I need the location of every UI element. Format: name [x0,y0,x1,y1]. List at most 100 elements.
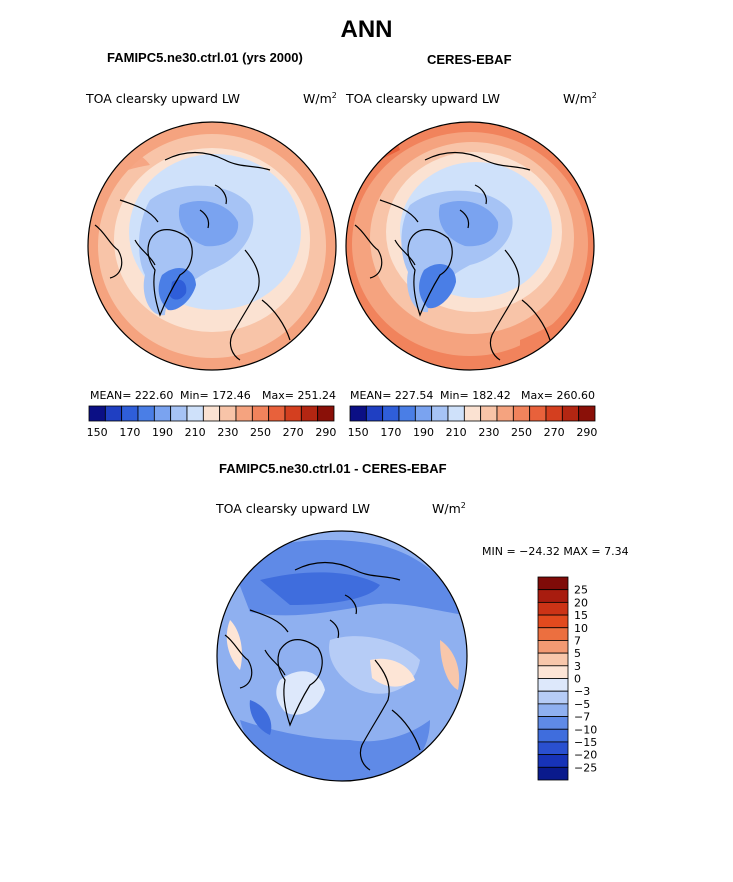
colorbar-3-tick-label: −7 [574,711,590,724]
colorbar-3-tick-label: −3 [574,685,590,698]
colorbar-3-swatch [537,589,569,603]
colorbar-1-tick-label: 150 [86,426,108,439]
panel-3-minmax: MIN = −24.32 MAX = 7.34 [482,545,629,558]
colorbar-1-swatch [137,405,155,422]
colorbar-3-swatch [537,576,569,591]
colorbar-2 [349,405,596,422]
panel-1-units-label: W/m2 [303,91,337,107]
colorbar-3-tick-label: −20 [574,749,597,762]
colorbar-1-tick-label: 210 [184,426,206,439]
colorbar-1-tick-label: 230 [217,426,239,439]
panel-1-variable-label: TOA clearsky upward LW [86,91,241,106]
colorbar-1-swatch [268,405,286,422]
colorbar-2-tick-label: 250 [511,426,532,439]
colorbar-1-swatch [300,405,319,422]
colorbar-2-swatch [447,405,465,422]
colorbar-1-swatch [317,405,335,422]
map-2-coastlines [354,151,551,361]
colorbar-2-swatch [578,405,596,422]
panel-3-variable-label: TOA clearsky upward LW [216,501,371,516]
colorbar-2-swatch [382,405,400,422]
colorbar-3-swatch [537,640,569,654]
colorbar-1-swatch [219,405,237,422]
colorbar-2-swatch [496,405,514,422]
colorbar-1-tick-label: 250 [250,426,271,439]
colorbar-3-swatch [537,690,569,705]
colorbar-2-tick-label: 190 [413,426,434,439]
colorbar-2-tick-label: 230 [478,426,500,439]
colorbar-2-swatch [480,405,498,422]
colorbar-3-swatch [537,665,569,679]
panel-1-title: FAMIPC5.ne30.ctrl.01 (yrs 2000) [107,50,303,65]
colorbar-3-tick-label: 7 [574,634,581,647]
colorbar-2-swatch [529,405,547,422]
colorbar-2-tick-label: 210 [445,426,467,439]
colorbar-3-swatch [537,627,569,641]
panel-1-mean: MEAN= 222.60 [90,389,174,402]
colorbar-3-tick-label: 20 [574,596,588,609]
colorbar-1-swatch [121,405,139,422]
panel-2-units-label: W/m2 [563,91,597,107]
colorbar-1-swatch [202,405,221,422]
colorbar-1-swatch [284,405,302,422]
colorbar-1-swatch [88,405,106,422]
panel-2-min: Min= 182.42 [440,389,511,402]
colorbar-3-swatch [537,741,569,756]
colorbar-2-swatch [398,405,416,422]
colorbar-1-swatch [186,405,204,422]
map-3-border [216,530,468,782]
colorbar-3-tick-label: 15 [574,609,588,622]
colorbar-3-tick-label: −10 [574,723,597,736]
colorbar-3-tick-label: 10 [574,622,588,635]
panel-1-max: Max= 251.24 [262,389,336,402]
panel-3-units-label: W/m2 [432,501,466,517]
colorbar-3-swatch [537,614,569,629]
colorbar-2-swatch [545,405,563,422]
colorbar-3-tick-label: 0 [574,673,581,686]
colorbar-2-swatch [431,405,449,422]
panel-3-title: FAMIPC5.ne30.ctrl.01 - CERES-EBAF [219,461,447,476]
panel-2-max: Max= 260.60 [521,389,595,402]
map-1-border [87,121,337,371]
panel-1-min: Min= 172.46 [180,389,251,402]
colorbar-3-tick-label: −25 [574,761,597,774]
colorbar-3-swatch [537,716,569,730]
colorbar-2-tick-label: 270 [543,426,565,439]
colorbar-3-swatch [537,728,569,743]
colorbar-2-tick-label: 290 [576,426,598,439]
colorbar-2-swatch [349,405,367,422]
colorbar-1-swatch [251,405,270,422]
colorbar-3-swatch [537,678,569,692]
colorbar-1-swatch [170,405,188,422]
colorbar-1 [88,405,335,422]
colorbar-3-tick-label: 5 [574,647,581,660]
colorbar-1-tick-label: 190 [152,426,173,439]
figure-title: ANN [340,16,393,43]
colorbar-3-swatch [537,754,569,768]
colorbar-3-swatch [537,703,569,717]
colorbar-1-tick-label: 270 [282,426,304,439]
colorbar-2-tick-label: 170 [380,426,402,439]
map-2-border [345,121,595,371]
colorbar-3-swatch [537,652,569,667]
panel-2-mean: MEAN= 227.54 [350,389,434,402]
colorbar-1-swatch [235,405,253,422]
colorbar-2-swatch [512,405,531,422]
map-1-coastlines [94,151,291,361]
colorbar-2-swatch [463,405,482,422]
colorbar-1-swatch [104,405,123,422]
colorbar-1-tick-label: 290 [315,426,337,439]
map-3 [217,531,467,781]
colorbar-3-tick-label: 3 [574,660,581,673]
map-3-coastlines [224,561,421,771]
colorbar-2-swatch [365,405,384,422]
colorbar-2-tick-label: 150 [347,426,369,439]
colorbar-1-swatch [153,405,172,422]
panel-2-variable-label: TOA clearsky upward LW [346,91,501,106]
colorbar-3-swatch [537,766,569,781]
colorbar-3-tick-label: 25 [574,584,588,597]
panel-2-title: CERES-EBAF [427,52,512,67]
colorbar-2-swatch [414,405,433,422]
